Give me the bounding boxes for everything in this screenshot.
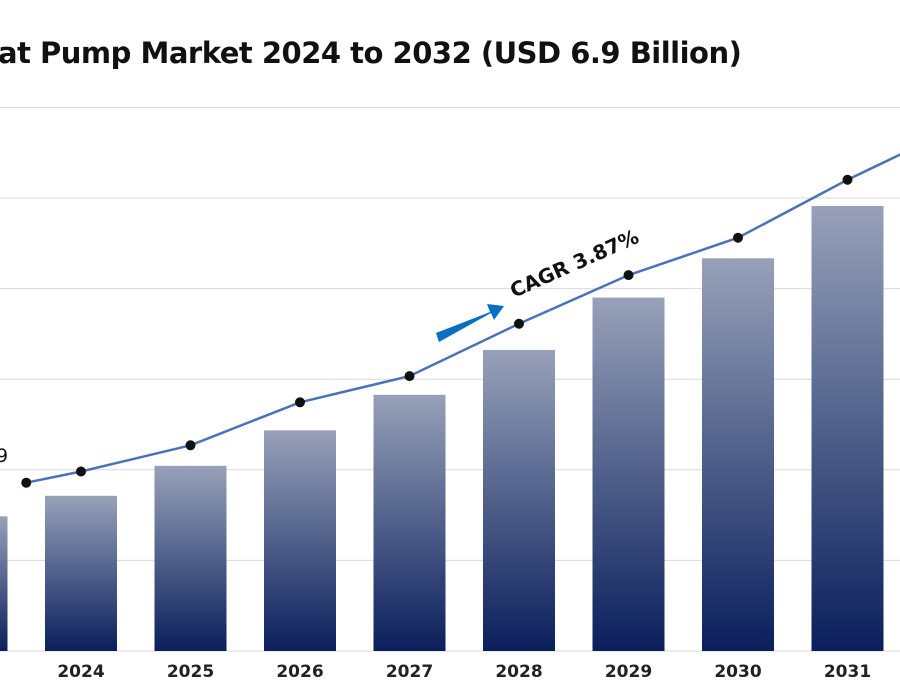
x-tick-label: 2029 <box>605 662 652 682</box>
x-tick-label: 2028 <box>495 662 542 682</box>
x-tick-label: 2031 <box>824 662 871 682</box>
bar-2031 <box>811 205 884 651</box>
line-marker <box>842 174 853 185</box>
line-marker <box>623 270 634 281</box>
line-marker <box>404 371 415 382</box>
line-marker <box>514 318 524 329</box>
cagr-annotation: CAGR 3.87% <box>506 224 642 302</box>
line-marker <box>185 440 196 451</box>
bar-2023 <box>0 516 8 651</box>
x-tick-label: 2026 <box>276 662 323 682</box>
bar-2028 <box>483 349 555 651</box>
bar-2030 <box>702 258 774 651</box>
bar-2026 <box>264 430 336 651</box>
x-tick-label: 2024 <box>57 662 104 682</box>
data-label: 9 <box>0 445 8 467</box>
x-tick-label: 2030 <box>714 662 761 682</box>
bar-2029 <box>592 297 665 651</box>
line-marker <box>21 477 32 488</box>
line-marker <box>295 397 305 408</box>
chart-title: at Pump Market 2024 to 2032 (USD 6.9 Bil… <box>0 36 742 70</box>
bar-2027 <box>373 394 446 651</box>
line-marker <box>76 466 86 477</box>
bar-2025 <box>154 465 227 651</box>
trend-line <box>25 153 900 484</box>
x-tick-label: 2025 <box>167 662 214 682</box>
bar-2024 <box>45 495 117 651</box>
x-tick-label: 2027 <box>386 662 433 682</box>
line-marker <box>733 232 743 243</box>
cagr-arrow-icon <box>436 304 504 342</box>
